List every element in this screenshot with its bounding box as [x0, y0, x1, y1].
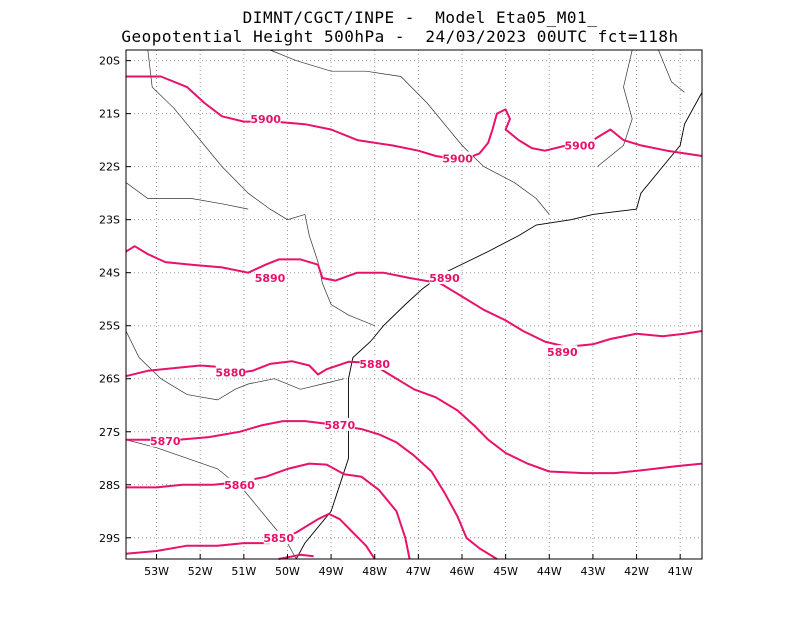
x-tick-label: 47W: [406, 565, 431, 578]
contour-label-5890: 5890: [255, 272, 286, 285]
coastline: [295, 92, 703, 560]
x-tick-label: 42W: [624, 565, 649, 578]
contour-5900: [126, 75, 703, 160]
map-frame: [125, 49, 703, 560]
x-tick-label: 46W: [450, 565, 475, 578]
y-tick-label: 25S: [99, 320, 120, 333]
x-tick-label: 44W: [537, 565, 562, 578]
contour-label-5900: 5900: [565, 139, 596, 152]
contour-5850: [278, 553, 314, 560]
y-tick-label: 20S: [99, 55, 120, 68]
state-border-line: [658, 49, 685, 93]
lat-lon-grid: [126, 50, 702, 559]
contour-label-5870: 5870: [150, 435, 181, 448]
contour-label-5870: 5870: [325, 419, 356, 432]
state-border-line: [147, 49, 306, 221]
y-tick-label: 24S: [99, 267, 120, 280]
contour-5860: [126, 462, 411, 560]
contour-label-5880: 5880: [359, 358, 390, 371]
contour-label-5860: 5860: [224, 479, 255, 492]
contour-5850: [125, 512, 376, 560]
state-border-line: [125, 182, 249, 210]
x-tick-label: 41W: [668, 565, 693, 578]
y-tick-label: 23S: [99, 214, 120, 227]
contour-label-5900: 5900: [250, 113, 281, 126]
x-tick-label: 48W: [362, 565, 387, 578]
x-tick-label: 51W: [231, 565, 256, 578]
contour-label-bg: [255, 270, 285, 284]
map-title-line-1: DIMNT/CGCT/INPE - Model Eta05_M01_: [242, 8, 598, 27]
state-border-line: [597, 49, 633, 167]
coastline-line: [295, 92, 703, 560]
contour-label-bg: [547, 345, 578, 359]
contour-5870: [126, 420, 498, 560]
contour-label-bg: [250, 111, 281, 125]
x-tick-label: 45W: [493, 565, 518, 578]
state-border-line: [269, 49, 550, 215]
contour-label-bg: [215, 365, 246, 379]
height-contours: [125, 75, 703, 560]
x-tick-label: 50W: [275, 565, 300, 578]
contour-label-bg: [224, 477, 255, 491]
contour-5890: [125, 245, 703, 348]
state-border-line: [125, 330, 345, 401]
contour-label-5850: 5850: [263, 532, 294, 545]
y-tick-label: 26S: [99, 373, 120, 386]
y-tick-label: 28S: [99, 479, 120, 492]
contour-label-bg: [359, 356, 390, 370]
y-tick-label: 21S: [99, 108, 120, 121]
y-tick-label: 22S: [99, 161, 120, 174]
contour-label-5890: 5890: [429, 272, 460, 285]
x-tick-label: 52W: [188, 565, 213, 578]
contour-label-bg: [442, 151, 473, 165]
x-axis-ticks: 53W 52W 51W 50W 49W 48W 47W 46W 45W 44W 43W 42W 41W: [144, 554, 693, 578]
y-axis-ticks: 20S 21S 22S 23S 24S 25S 26S 27S 28S 29S: [99, 55, 131, 545]
contour-label-5880: 5880: [215, 366, 246, 379]
y-tick-label: 27S: [99, 426, 120, 439]
contour-label-5890: 5890: [547, 346, 578, 359]
contour-label-bg: [429, 270, 460, 284]
y-tick-label: 29S: [99, 532, 120, 545]
contour-label-5900: 5900: [442, 153, 473, 166]
x-tick-label: 49W: [319, 565, 344, 578]
map-title-line-2: Geopotential Height 500hPa - 24/03/2023 …: [121, 27, 679, 46]
contour-label-bg: [263, 530, 294, 544]
contour-label-bg: [564, 138, 595, 152]
state-border-line: [304, 214, 375, 327]
contour-labels: 5900 5900 5900 5890 5890 5890 5880 5880 5870 5870…: [150, 111, 596, 545]
x-tick-label: 53W: [144, 565, 169, 578]
x-tick-label: 43W: [580, 565, 605, 578]
contour-label-bg: [324, 417, 355, 431]
contour-label-bg: [150, 433, 181, 447]
